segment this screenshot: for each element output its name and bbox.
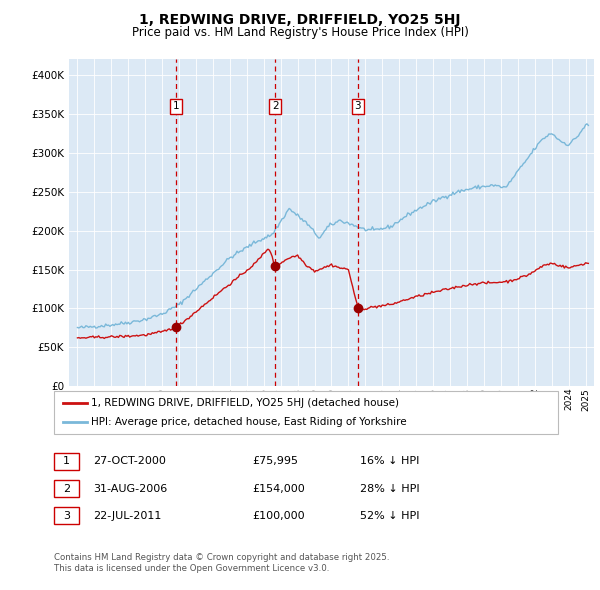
Text: 1, REDWING DRIVE, DRIFFIELD, YO25 5HJ: 1, REDWING DRIVE, DRIFFIELD, YO25 5HJ [139,13,461,27]
Text: 28% ↓ HPI: 28% ↓ HPI [360,484,419,493]
Text: HPI: Average price, detached house, East Riding of Yorkshire: HPI: Average price, detached house, East… [91,417,407,427]
Text: 3: 3 [355,101,361,112]
Text: 31-AUG-2006: 31-AUG-2006 [93,484,167,493]
Text: Contains HM Land Registry data © Crown copyright and database right 2025.
This d: Contains HM Land Registry data © Crown c… [54,553,389,573]
Text: 52% ↓ HPI: 52% ↓ HPI [360,511,419,520]
Text: 1, REDWING DRIVE, DRIFFIELD, YO25 5HJ (detached house): 1, REDWING DRIVE, DRIFFIELD, YO25 5HJ (d… [91,398,399,408]
Text: 1: 1 [63,457,70,466]
Text: 2: 2 [272,101,278,112]
Text: 1: 1 [173,101,179,112]
Text: 16% ↓ HPI: 16% ↓ HPI [360,457,419,466]
Text: 27-OCT-2000: 27-OCT-2000 [93,457,166,466]
Text: 2: 2 [63,484,70,493]
Text: 3: 3 [63,511,70,520]
Text: £75,995: £75,995 [252,457,298,466]
Text: Price paid vs. HM Land Registry's House Price Index (HPI): Price paid vs. HM Land Registry's House … [131,26,469,39]
Text: £100,000: £100,000 [252,511,305,520]
Text: 22-JUL-2011: 22-JUL-2011 [93,511,161,520]
Text: £154,000: £154,000 [252,484,305,493]
